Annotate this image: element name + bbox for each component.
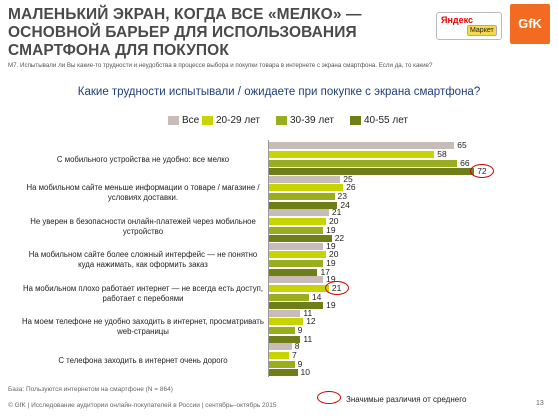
- chart-title: Какие трудности испытывали / ожидаете пр…: [77, 86, 481, 98]
- data-label: 25: [343, 173, 353, 184]
- bar: [269, 251, 326, 259]
- data-label: 10: [300, 367, 310, 378]
- data-label: 11: [303, 307, 313, 318]
- bar: [269, 168, 475, 176]
- data-label: 19: [326, 224, 336, 235]
- bar: [269, 276, 324, 283]
- data-label: 19: [326, 300, 336, 311]
- data-label: 22: [334, 233, 345, 244]
- data-label: 66: [460, 157, 470, 168]
- significance-legend-oval: [317, 391, 341, 404]
- gfk-logo: GfK: [510, 4, 550, 44]
- significance-marker: [470, 164, 495, 179]
- footer-copyright: © GfK | Исследование аудитории онлайн-по…: [8, 402, 277, 409]
- legend-swatch-all: [168, 115, 179, 125]
- data-label: 12: [306, 316, 316, 327]
- bar: [269, 175, 341, 183]
- data-label: 20: [329, 249, 339, 260]
- page-title: МАЛЕНЬКИЙ ЭКРАН, КОГДА ВСЕ «МЕЛКО» — ОСН…: [8, 6, 362, 59]
- category-label: На моем телефоне не удобно заходить в ин…: [22, 317, 264, 337]
- yandex-market-logo: Яндекс Маркет: [436, 12, 502, 40]
- bar: [269, 327, 295, 335]
- bar: [269, 309, 301, 317]
- data-label: 17: [320, 266, 330, 277]
- page-number: 13: [536, 400, 544, 407]
- bar: [269, 360, 295, 368]
- bar: [269, 268, 318, 276]
- category-label: На мобильном сайте меньше информации о т…: [26, 183, 260, 203]
- chart-legend: Все 20-29 лет 30-39 лет 40-55 лет: [168, 111, 428, 131]
- bar: [269, 351, 289, 359]
- bar: [269, 235, 332, 243]
- data-label: 20: [329, 215, 339, 226]
- data-label: 24: [340, 199, 350, 210]
- bar: [269, 369, 298, 377]
- bar: [269, 142, 455, 149]
- data-label: 23: [337, 191, 348, 202]
- chart-axis-line: [268, 140, 269, 377]
- significance-legend-text: Значимые различия от среднего: [346, 395, 467, 404]
- bar: [269, 343, 292, 350]
- data-label: 7: [291, 349, 297, 360]
- bar: [269, 209, 329, 216]
- legend-item-30-39: 30-39 лет: [276, 114, 334, 126]
- bar: [269, 318, 304, 326]
- legend-swatch-40-55: [350, 115, 361, 125]
- data-label: 11: [303, 333, 313, 344]
- legend-label-all: Все: [182, 114, 200, 126]
- category-label: На мобильном плохо работает интернет — н…: [22, 283, 264, 303]
- bar: [269, 242, 324, 250]
- bar: [269, 293, 309, 301]
- bar: [269, 335, 301, 343]
- bar: [269, 284, 329, 292]
- bar: [269, 302, 324, 310]
- legend-label-20-29: 20-29 лет: [216, 114, 260, 126]
- legend-swatch-20-29: [202, 115, 213, 125]
- legend-label-40-55: 40-55 лет: [364, 114, 408, 126]
- data-label: 58: [437, 148, 447, 159]
- category-label: Не уверен в безопасности онлайн-платежей…: [30, 216, 256, 236]
- legend-item-40-55: 40-55 лет: [350, 114, 408, 126]
- data-label: 14: [311, 291, 322, 302]
- data-label: 19: [326, 274, 336, 284]
- yandex-logo-text: Яндекс: [441, 15, 474, 25]
- bar: [269, 159, 458, 167]
- legend-item-all: Все: [168, 114, 199, 126]
- footer-base-note: База: Пользуются интернетом на смартфоне…: [8, 386, 173, 393]
- data-label: 65: [457, 140, 467, 150]
- category-label: С телефона заходить в интернет очень дор…: [58, 355, 228, 365]
- data-label: 19: [326, 258, 336, 269]
- data-label: 21: [331, 207, 342, 217]
- data-label: 8: [294, 341, 300, 351]
- bar: [269, 150, 435, 158]
- category-label: На мобильном сайте более сложный интерфе…: [28, 250, 258, 270]
- legend-label-30-39: 30-39 лет: [290, 114, 334, 126]
- market-logo-text: Маркет: [467, 25, 497, 36]
- data-label: 26: [346, 182, 356, 193]
- bar: [269, 226, 324, 234]
- legend-swatch-30-39: [276, 115, 287, 125]
- data-label: 19: [326, 240, 336, 251]
- legend-item-20-29: 20-29 лет: [202, 114, 260, 126]
- data-label: 9: [297, 358, 303, 369]
- bar: [269, 217, 326, 225]
- data-label: 9: [297, 325, 303, 336]
- category-label: С мобильного устройства не удобно: все м…: [56, 154, 230, 164]
- bar: [269, 184, 344, 192]
- bar: [269, 193, 335, 201]
- question-note: M7. Испытывали ли Вы какие-то трудности …: [8, 62, 433, 69]
- bar: [269, 260, 324, 268]
- bar: [269, 201, 338, 209]
- significance-marker: [324, 280, 349, 295]
